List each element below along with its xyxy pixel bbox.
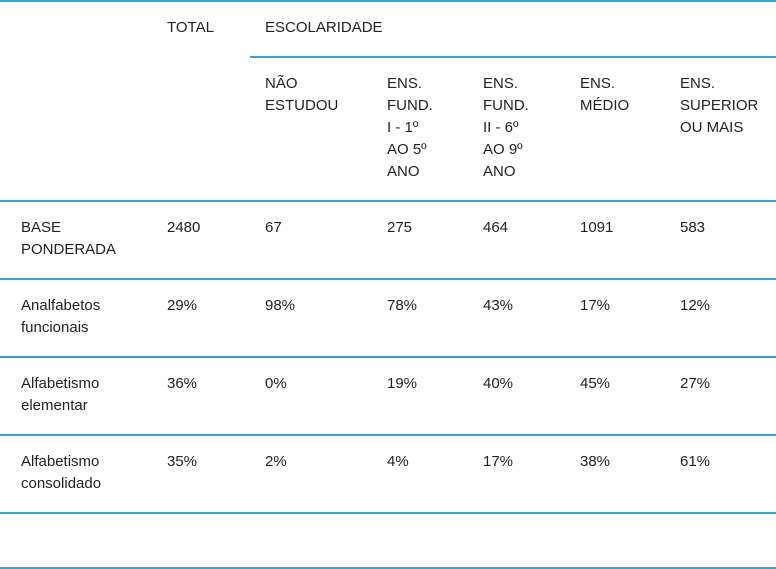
row-4-fund-2: 17% [483, 453, 514, 470]
row-label-alfabetismo-elementar: Alfabetismo elementar [21, 375, 100, 414]
header-ens-fund-2: ENS. FUND. II - 6º AO 9º ANO [483, 75, 529, 180]
header-ens-medio: ENS. MÉDIO [580, 75, 630, 114]
row-2-nao-estudou: 98% [265, 297, 296, 314]
header-nao-estudou: NÃO ESTUDOU [265, 75, 339, 114]
row-4-total: 35% [167, 453, 198, 470]
row-3-fund-1: 19% [387, 375, 418, 392]
rule-row-2 [0, 356, 776, 358]
header-escolaridade: ESCOLARIDADE [265, 19, 383, 36]
row-4-superior: 61% [680, 453, 711, 470]
row-1-fund-1: 275 [387, 219, 413, 236]
row-2-total: 29% [167, 297, 198, 314]
row-label-base-ponderada: BASE PONDERADA [21, 219, 117, 258]
row-label-alfabetismo-consolidado: Alfabetismo consolidado [21, 453, 102, 492]
row-2-medio: 17% [580, 297, 611, 314]
row-4-medio: 38% [580, 453, 611, 470]
header-ens-superior: ENS. SUPERIOR OU MAIS [680, 75, 759, 136]
header-total: TOTAL [167, 19, 214, 36]
row-1-medio: 1091 [580, 219, 614, 236]
row-4-fund-1: 4% [387, 453, 409, 470]
row-3-total: 36% [167, 375, 198, 392]
row-4-nao-estudou: 2% [265, 453, 287, 470]
row-label-analfabetos: Analfabetos funcionais [21, 297, 101, 336]
rule-top [0, 0, 776, 2]
rule-row-3 [0, 434, 776, 436]
rule-header-bottom [0, 200, 776, 202]
row-3-nao-estudou: 0% [265, 375, 287, 392]
row-3-superior: 27% [680, 375, 711, 392]
row-1-total: 2480 [167, 219, 201, 236]
row-1-superior: 583 [680, 219, 706, 236]
row-2-superior: 12% [680, 297, 711, 314]
header-ens-fund-1: ENS. FUND. I - 1º AO 5º ANO [387, 75, 433, 180]
row-1-fund-2: 464 [483, 219, 509, 236]
rule-row-4 [0, 512, 776, 514]
rule-row-1 [0, 278, 776, 280]
row-3-medio: 45% [580, 375, 611, 392]
row-3-fund-2: 40% [483, 375, 514, 392]
row-2-fund-2: 43% [483, 297, 514, 314]
rule-group-header [250, 56, 776, 58]
row-2-fund-1: 78% [387, 297, 418, 314]
row-1-nao-estudou: 67 [265, 219, 282, 236]
rule-bottom [0, 567, 776, 569]
